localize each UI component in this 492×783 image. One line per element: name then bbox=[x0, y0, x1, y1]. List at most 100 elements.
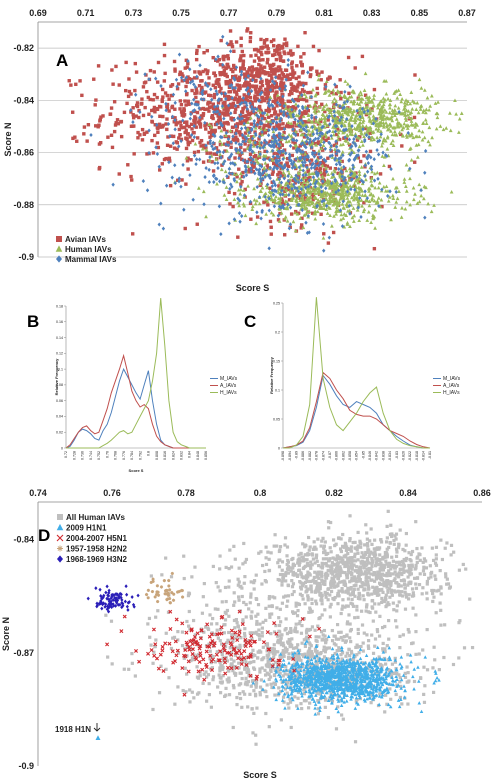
data-point bbox=[366, 161, 371, 166]
data-point bbox=[129, 174, 133, 179]
data-point bbox=[244, 114, 248, 118]
data-point bbox=[273, 71, 277, 76]
data-point bbox=[281, 148, 286, 154]
data-point bbox=[355, 207, 360, 212]
data-point bbox=[229, 145, 233, 149]
data-point bbox=[285, 562, 289, 567]
data-point bbox=[290, 557, 294, 562]
data-point bbox=[242, 135, 246, 140]
y-tick-label: -0.86 bbox=[13, 148, 34, 158]
data-point bbox=[265, 199, 270, 204]
data-point bbox=[373, 554, 377, 558]
data-point bbox=[193, 141, 198, 146]
data-point bbox=[157, 164, 161, 169]
data-point bbox=[439, 538, 443, 542]
data-point bbox=[147, 150, 151, 156]
data-point bbox=[277, 196, 281, 201]
data-point bbox=[370, 557, 374, 561]
data-point bbox=[331, 88, 336, 92]
data-point bbox=[228, 186, 232, 191]
data-point bbox=[457, 116, 462, 121]
data-point bbox=[279, 137, 284, 141]
data-point bbox=[365, 169, 370, 174]
data-point bbox=[301, 141, 305, 146]
data-point bbox=[218, 179, 222, 184]
data-point bbox=[297, 563, 301, 567]
data-point bbox=[281, 575, 286, 579]
data-point bbox=[171, 134, 176, 139]
data-point bbox=[295, 146, 300, 151]
data-point bbox=[332, 214, 336, 218]
data-point bbox=[362, 154, 366, 158]
data-point bbox=[250, 127, 254, 132]
data-point bbox=[375, 199, 380, 203]
data-point bbox=[336, 110, 341, 115]
data-point bbox=[331, 129, 335, 134]
data-point bbox=[381, 96, 386, 100]
data-point bbox=[267, 157, 272, 163]
data-point bbox=[161, 114, 165, 119]
data-point bbox=[255, 144, 259, 149]
data-point bbox=[348, 184, 353, 188]
data-point bbox=[288, 49, 293, 53]
data-point bbox=[151, 151, 156, 155]
data-point bbox=[325, 211, 330, 215]
data-point bbox=[305, 135, 310, 140]
data-point bbox=[387, 580, 391, 584]
data-point bbox=[173, 69, 177, 73]
data-point bbox=[291, 52, 295, 56]
data-point bbox=[258, 58, 262, 62]
data-point bbox=[452, 550, 456, 554]
data-point bbox=[332, 199, 337, 204]
data-point bbox=[338, 580, 342, 584]
data-point bbox=[346, 191, 351, 196]
data-point bbox=[418, 553, 422, 557]
data-points bbox=[86, 509, 475, 746]
data-point bbox=[207, 642, 211, 646]
data-point bbox=[275, 69, 279, 73]
data-point bbox=[309, 584, 313, 588]
data-point bbox=[131, 113, 135, 117]
data-point bbox=[267, 115, 271, 119]
data-point bbox=[387, 164, 392, 169]
data-point bbox=[299, 60, 303, 64]
data-point bbox=[276, 213, 281, 218]
data-point bbox=[376, 573, 380, 577]
data-point bbox=[337, 192, 342, 196]
data-point bbox=[335, 116, 339, 120]
data-point bbox=[164, 122, 168, 126]
data-point bbox=[283, 594, 288, 598]
data-point bbox=[346, 141, 351, 145]
data-point bbox=[184, 58, 189, 62]
data-point bbox=[259, 216, 263, 221]
data-point bbox=[282, 173, 287, 178]
data-point bbox=[226, 97, 231, 101]
x-tick-label: -0.814 bbox=[422, 451, 426, 461]
data-point bbox=[298, 196, 303, 201]
data-point bbox=[249, 89, 254, 94]
data-point bbox=[308, 701, 312, 705]
data-point bbox=[289, 212, 294, 216]
x-tick-label: 0.856 bbox=[204, 451, 208, 460]
data-point bbox=[316, 77, 321, 82]
data-point bbox=[184, 155, 189, 160]
x-tick-label: 0.728 bbox=[72, 451, 76, 460]
data-point bbox=[307, 118, 312, 122]
data-point bbox=[283, 543, 287, 547]
data-point bbox=[247, 157, 252, 162]
data-point bbox=[370, 598, 375, 603]
data-point bbox=[199, 144, 203, 148]
data-point bbox=[219, 128, 224, 133]
data-point bbox=[221, 65, 225, 69]
data-point bbox=[345, 572, 350, 576]
data-point bbox=[353, 155, 358, 160]
data-point bbox=[407, 563, 411, 568]
data-point bbox=[177, 52, 182, 57]
data-point bbox=[316, 537, 320, 541]
data-point bbox=[312, 171, 316, 176]
x-tick-label: 0.79 bbox=[268, 8, 286, 18]
data-point bbox=[275, 152, 280, 156]
data-point bbox=[342, 108, 347, 113]
data-point bbox=[219, 121, 223, 126]
data-point bbox=[310, 145, 314, 150]
